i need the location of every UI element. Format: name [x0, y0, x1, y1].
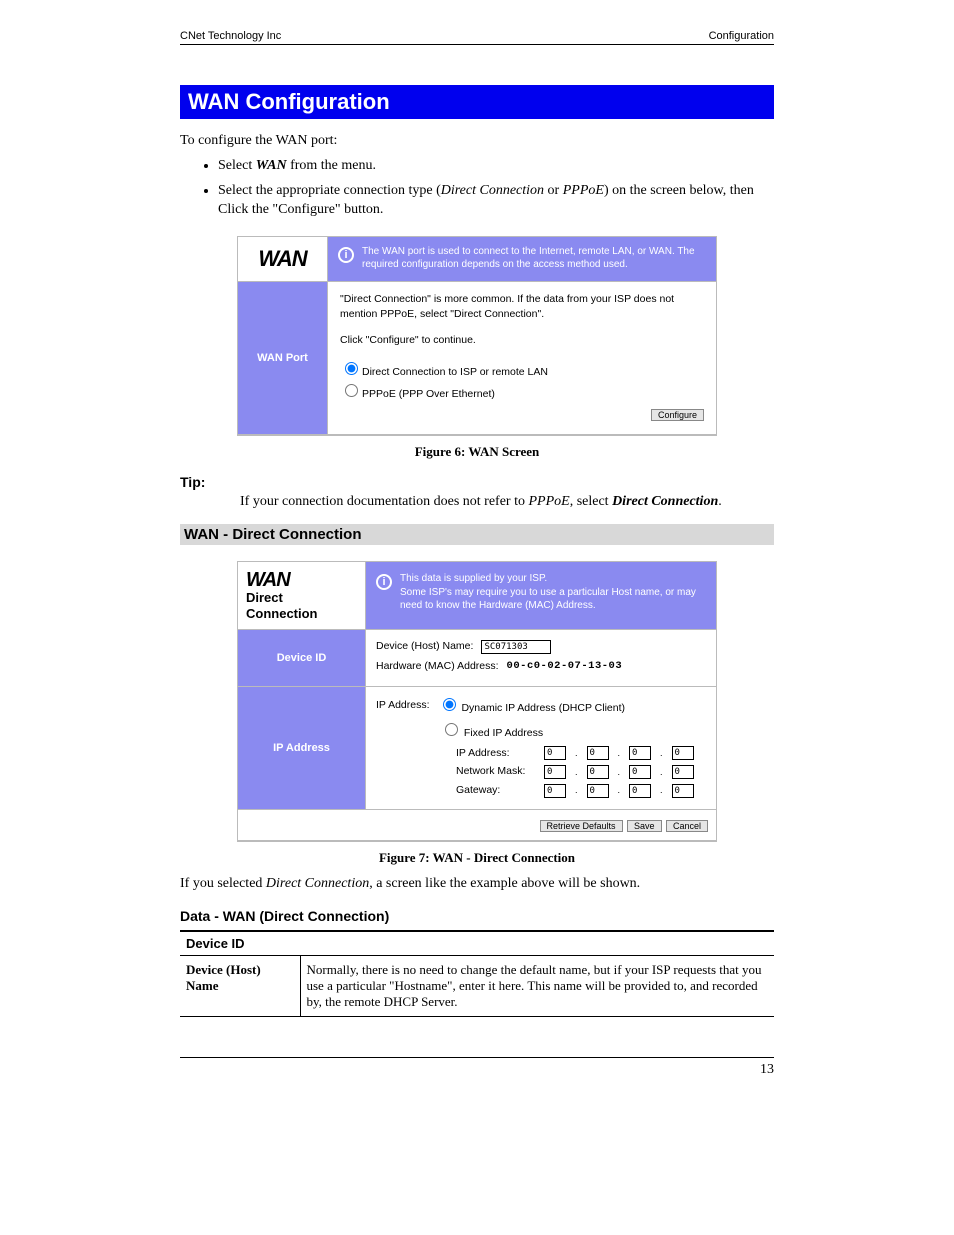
mac-label: Hardware (MAC) Address:	[376, 658, 499, 675]
ip-lead-label: IP Address:	[376, 697, 430, 714]
gw-octet-input[interactable]	[629, 784, 651, 798]
ip-octet-input[interactable]	[587, 746, 609, 760]
configure-button[interactable]: Configure	[651, 409, 704, 421]
wan-port-body: "Direct Connection" is more common. If t…	[328, 282, 716, 436]
mask-octet-input[interactable]	[629, 765, 651, 779]
page-header: CNet Technology Inc Configuration	[180, 30, 774, 45]
radio-fixed-ip[interactable]: Fixed IP Address	[440, 720, 543, 742]
gw-octet-input[interactable]	[544, 784, 566, 798]
data-table-section: Device ID	[180, 931, 774, 956]
figure-6: WAN i The WAN port is used to connect to…	[180, 236, 774, 461]
device-id-label-cell: Device ID	[238, 630, 366, 687]
wan-config-panel: WAN i The WAN port is used to connect to…	[237, 236, 717, 437]
page-number: 13	[760, 1062, 774, 1077]
radio-direct-connection[interactable]: Direct Connection to ISP or remote LAN	[340, 359, 704, 381]
info-icon: i	[338, 247, 354, 263]
retrieve-defaults-button[interactable]: Retrieve Defaults	[540, 820, 623, 832]
gateway-row: Gateway: . . .	[456, 782, 706, 799]
wan-info-banner: i The WAN port is used to connect to the…	[328, 237, 716, 282]
tip-body: If your connection documentation does no…	[240, 494, 774, 510]
data-heading: Data - WAN (Direct Connection)	[180, 908, 774, 924]
header-right: Configuration	[709, 30, 774, 42]
mask-octet-input[interactable]	[587, 765, 609, 779]
data-table: Device ID Device (Host) Name Normally, t…	[180, 930, 774, 1017]
radio-fixed-input[interactable]	[445, 723, 458, 736]
cancel-button[interactable]: Cancel	[666, 820, 708, 832]
figure-7: WAN Direct Connection i This data is sup…	[180, 561, 774, 866]
network-mask-row: Network Mask: . . .	[456, 763, 706, 780]
page: CNet Technology Inc Configuration WAN Co…	[0, 0, 954, 1108]
mask-octet-input[interactable]	[672, 765, 694, 779]
wan-direct-title-sub1: Direct	[246, 590, 357, 606]
mac-value: 00-c0-02-07-13-03	[507, 658, 623, 675]
wan-direct-info-banner: i This data is supplied by your ISP. Som…	[366, 562, 716, 630]
gw-octet-input[interactable]	[672, 784, 694, 798]
save-button[interactable]: Save	[627, 820, 662, 832]
radio-dynamic-ip[interactable]: Dynamic IP Address (DHCP Client)	[438, 695, 626, 717]
ip-octet-input[interactable]	[672, 746, 694, 760]
sub-heading: WAN - Direct Connection	[180, 524, 774, 545]
wan-body-p1: "Direct Connection" is more common. If t…	[340, 292, 704, 324]
tip-label: Tip:	[180, 474, 774, 490]
host-name-input[interactable]	[481, 640, 551, 654]
host-name-label: Device (Host) Name:	[376, 638, 473, 655]
wan-title-cell: WAN	[238, 237, 328, 282]
bullet-list: Select WAN from the menu. Select the app…	[180, 157, 774, 220]
wan-direct-title-wan: WAN	[246, 570, 357, 590]
device-id-label: Device ID	[277, 652, 327, 664]
data-row-text: Normally, there is no need to change the…	[300, 955, 774, 1016]
wan-direct-panel: WAN Direct Connection i This data is sup…	[237, 561, 717, 842]
wan-body-p2: Click "Configure" to continue.	[340, 333, 704, 349]
wan-title: WAN	[258, 246, 306, 272]
header-left: CNet Technology Inc	[180, 30, 281, 42]
gw-octet-input[interactable]	[587, 784, 609, 798]
ip-address-body: IP Address: Dynamic IP Address (DHCP Cli…	[366, 687, 716, 810]
radio-pppoe[interactable]: PPPoE (PPP Over Ethernet)	[340, 381, 704, 403]
intro-text: To configure the WAN port:	[180, 133, 774, 149]
page-footer: 13	[180, 1057, 774, 1078]
wan-port-label: WAN Port	[257, 352, 308, 364]
data-row-label: Device (Host) Name	[180, 955, 300, 1016]
device-id-body: Device (Host) Name: Hardware (MAC) Addre…	[366, 630, 716, 687]
main-heading: WAN Configuration	[180, 85, 774, 119]
wan-direct-title-cell: WAN Direct Connection	[238, 562, 366, 630]
wan-info-text: The WAN port is used to connect to the I…	[362, 245, 706, 271]
info-icon: i	[376, 574, 392, 590]
wan-port-label-cell: WAN Port	[238, 282, 328, 436]
radio-pppoe-input[interactable]	[345, 384, 358, 397]
ip-octet-input[interactable]	[629, 746, 651, 760]
radio-dynamic-input[interactable]	[443, 698, 456, 711]
bullet-item: Select the appropriate connection type (…	[218, 182, 774, 220]
ip-address-row: IP Address: . . .	[456, 745, 706, 762]
mask-octet-input[interactable]	[544, 765, 566, 779]
button-row: Retrieve Defaults Save Cancel	[238, 810, 716, 841]
wan-direct-info-text: This data is supplied by your ISP. Some …	[400, 572, 706, 613]
bullet-item: Select WAN from the menu.	[218, 157, 774, 176]
after-fig2-text: If you selected Direct Connection, a scr…	[180, 876, 774, 892]
ip-address-label: IP Address	[273, 742, 330, 754]
radio-direct-input[interactable]	[345, 362, 358, 375]
wan-direct-title-sub2: Connection	[246, 606, 357, 622]
ip-octet-input[interactable]	[544, 746, 566, 760]
ip-address-label-cell: IP Address	[238, 687, 366, 810]
figure-6-caption: Figure 6: WAN Screen	[180, 444, 774, 460]
figure-7-caption: Figure 7: WAN - Direct Connection	[180, 850, 774, 866]
